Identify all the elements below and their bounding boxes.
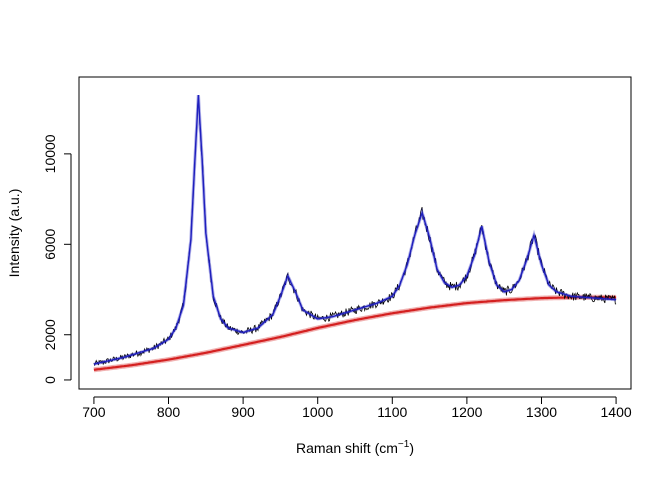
baseline-band-layer: [93, 294, 617, 373]
x-axis-title-suffix: ): [409, 440, 414, 456]
y-tick-label: 0: [42, 376, 58, 384]
x-axis-title-superscript: −1: [398, 439, 410, 450]
y-axis-title: Intensity (a.u.): [6, 189, 22, 278]
y-tick-label: 2000: [42, 319, 58, 350]
raw-spectrum-line: [93, 97, 617, 367]
x-tick-label: 900: [231, 404, 255, 420]
x-axis-title-main: Raman shift (cm: [296, 440, 398, 456]
x-tick-label: 1200: [451, 404, 482, 420]
x-tick-label: 800: [157, 404, 181, 420]
y-tick-label: 10000: [42, 134, 58, 173]
x-tick-label: 1000: [302, 404, 333, 420]
raw-spectrum-layer: [93, 97, 617, 367]
x-axis-title: Raman shift (cm−1): [296, 439, 414, 456]
x-tick-label: 1300: [526, 404, 557, 420]
x-tick-label: 1400: [601, 404, 632, 420]
y-tick-label: 6000: [42, 229, 58, 260]
fit-band-halo: [93, 95, 617, 366]
x-axis: 700 800 900 1000 1100 1200 1300 1400: [82, 396, 632, 420]
fit-band-layer: [93, 95, 617, 366]
x-tick-label: 1100: [377, 404, 407, 420]
fit-band-line: [93, 95, 617, 365]
x-tick-label: 700: [82, 404, 106, 420]
y-axis: 0 2000 6000 10000: [42, 134, 72, 384]
baseline-band-line: [93, 296, 617, 371]
plot-area-frame: [78, 76, 632, 390]
